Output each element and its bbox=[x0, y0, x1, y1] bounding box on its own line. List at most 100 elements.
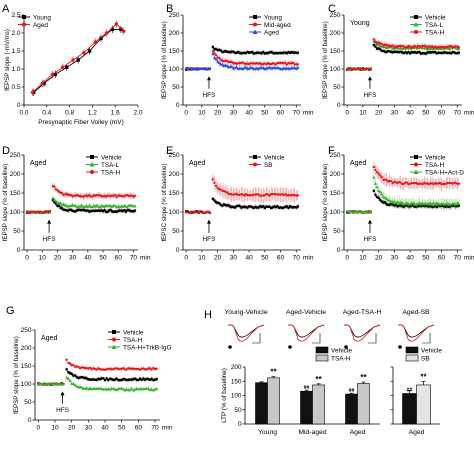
panel-e-y-tick-label: 200 bbox=[169, 171, 180, 178]
panel-h-legend-label: Vehicle bbox=[421, 348, 442, 355]
panel-f-data-point bbox=[400, 201, 404, 204]
panel-g-y-tick-label: 200 bbox=[21, 345, 32, 352]
panel-e-y-tick-label: 150 bbox=[169, 190, 180, 197]
panel-d-data-point bbox=[95, 203, 99, 207]
panel-f-data-point bbox=[384, 197, 389, 200]
panel-a-series-aged bbox=[30, 20, 126, 96]
panel-d-data-point bbox=[58, 201, 63, 205]
panel-g-hfs-label: HFS bbox=[56, 407, 69, 414]
panel-g-letter: G bbox=[6, 305, 15, 317]
panel-d-legend-marker bbox=[90, 155, 94, 159]
panel-h-trace-label: Young-Vehicle bbox=[224, 309, 267, 316]
panel-b-x-tick-label: 50 bbox=[261, 110, 269, 117]
panel-d-data-point bbox=[120, 209, 123, 212]
panel-e-data-point bbox=[208, 211, 211, 214]
panel-g-legend-marker bbox=[112, 330, 116, 334]
panel-e-data-point bbox=[257, 206, 260, 209]
panel-f-data-point bbox=[399, 181, 402, 184]
panel-b-data-point bbox=[214, 47, 218, 51]
panel-h-trace-post bbox=[228, 324, 265, 342]
panel-c-data-point bbox=[404, 51, 407, 54]
panel-f-y-tick-label: 250 bbox=[330, 152, 341, 159]
panel-c-x-tick-label: 10 bbox=[359, 110, 367, 117]
panel-h-stim-dot bbox=[344, 345, 348, 349]
panel-g-data-point bbox=[133, 367, 137, 371]
panel-b-legend-label: Aged bbox=[264, 29, 279, 36]
panel-c-data-point bbox=[375, 47, 379, 50]
panel-h-bar bbox=[255, 382, 268, 425]
panel-b-data-point bbox=[282, 51, 285, 54]
panel-e-data-point bbox=[287, 206, 290, 209]
panel-c-data-point bbox=[449, 44, 453, 48]
panel-f-data-point bbox=[351, 211, 356, 214]
panel-c-data-point bbox=[408, 52, 412, 55]
panel-e-data-point bbox=[296, 194, 300, 197]
panel-a-letter: A bbox=[2, 3, 10, 15]
panel-f-data-point bbox=[377, 172, 380, 175]
panel-c-data-point bbox=[388, 44, 391, 48]
panel-d-data-point bbox=[87, 203, 92, 207]
panel-h-y-label: LTP (% of baseline) bbox=[221, 368, 228, 423]
panel-f-data-point bbox=[372, 175, 376, 179]
panel-g-y-tick-label: 150 bbox=[21, 363, 32, 370]
panel-b-data-point bbox=[288, 67, 292, 70]
panel-f-data-point bbox=[375, 170, 379, 174]
panel-c-x-tick-label: 50 bbox=[422, 110, 430, 117]
panel-a-x-tick-label: 0.0 bbox=[19, 110, 28, 117]
panel-a-data-point bbox=[122, 29, 126, 33]
panel-d-data-point bbox=[110, 204, 114, 208]
panel-a-data-point bbox=[110, 27, 115, 32]
panel-c-data-point bbox=[421, 52, 424, 55]
panel-c-data-point bbox=[441, 51, 445, 54]
panel-g: G 0 10 20 30 40 50 60 70 0 50 100 150 200 250 min fEPSP … bbox=[6, 305, 173, 432]
panel-a: A 0.0 0.4 0.8 1.2 1.6 2.0 0 0.5 1.0 1.5 2.0 2.5 Presy… bbox=[2, 3, 143, 126]
panel-d-data-point bbox=[124, 210, 127, 213]
panel-f-legend-label: Vehicle bbox=[425, 154, 446, 161]
panel-b-data-point bbox=[291, 51, 295, 54]
panel-g-data-point bbox=[87, 378, 90, 381]
panel-d-data-point bbox=[65, 209, 68, 212]
panel-e-data-point bbox=[229, 205, 232, 208]
panel-g-data-point bbox=[123, 378, 127, 381]
panel-b-data-point bbox=[271, 51, 274, 54]
panel-c-series-tsa-h bbox=[345, 36, 461, 71]
panel-g-data-point bbox=[107, 378, 110, 382]
panel-c-hfs-arrowhead bbox=[367, 76, 372, 81]
panel-h-letter: H bbox=[204, 309, 212, 321]
panel-g-data-point bbox=[85, 377, 88, 380]
panel-a-data-point bbox=[99, 36, 103, 41]
panel-f: F 0 10 20 30 40 50 60 70 0 50 100 150 200 250 min fEPSP … bbox=[322, 145, 474, 262]
panel-h-significance: ## bbox=[304, 385, 310, 391]
panel-h-y-tick-label: 100 bbox=[231, 393, 242, 400]
panel-g-series-tsa-h-trkb-igg bbox=[36, 375, 159, 393]
panel-f-data-point bbox=[377, 196, 380, 199]
panel-g-data-point bbox=[100, 377, 103, 380]
panel-e-data-point bbox=[224, 203, 227, 207]
panel-b-data-point bbox=[219, 49, 222, 52]
panel-e-data-point bbox=[284, 205, 287, 208]
panel-b-letter: B bbox=[166, 3, 173, 15]
panel-e-y-tick-label: 0 bbox=[176, 247, 180, 254]
panel-g-data-point bbox=[86, 387, 90, 391]
panel-g-data-point bbox=[110, 368, 113, 371]
panel-g-data-point bbox=[130, 378, 133, 381]
panel-g-x-tick-label: 30 bbox=[85, 425, 93, 432]
panel-f-data-point bbox=[417, 201, 422, 204]
panel-e-letter: E bbox=[166, 145, 173, 157]
panel-a-x-label: Presynaptic Fiber Volley (mV) bbox=[38, 119, 124, 126]
panel-g-data-point bbox=[85, 386, 89, 390]
panel-b-data-point bbox=[269, 50, 273, 54]
panel-a-data-point bbox=[65, 65, 69, 69]
panel-e-data-point bbox=[266, 205, 270, 208]
panel-b-data-point bbox=[280, 51, 284, 55]
panel-d-y-tick-label: 250 bbox=[10, 152, 21, 159]
panel-b-data-point bbox=[236, 50, 240, 54]
panel-d-legend-label: TSA-L bbox=[101, 162, 120, 169]
panel-b-data-point bbox=[274, 51, 277, 55]
panel-g-data-point bbox=[90, 378, 93, 381]
panel-d-data-point bbox=[102, 204, 107, 208]
panel-e-data-point bbox=[291, 206, 295, 209]
panel-c-y-tick-label: 0 bbox=[337, 102, 341, 109]
panel-e-data-point bbox=[273, 205, 276, 208]
panel-b-data-point bbox=[211, 52, 215, 56]
